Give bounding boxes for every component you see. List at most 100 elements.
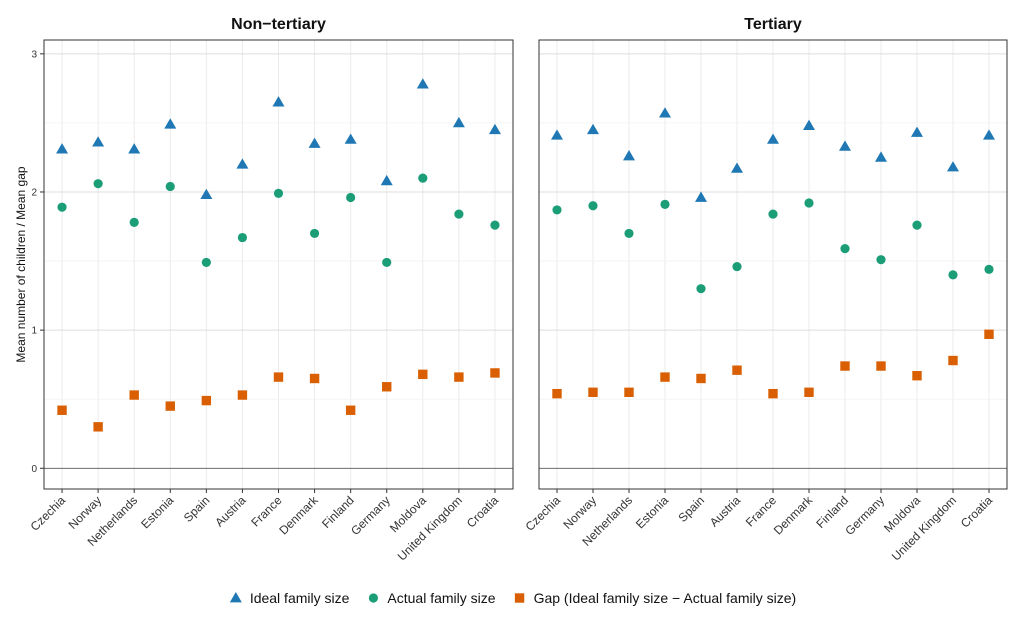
- gap-point: [309, 373, 320, 384]
- y-tick-label: 1: [31, 326, 37, 337]
- ideal-point: [695, 191, 707, 202]
- gap-point: [984, 329, 994, 339]
- actual-point: [552, 205, 562, 215]
- x-tick-label: Spain: [676, 493, 708, 525]
- x-tick-label: Austria: [212, 493, 249, 530]
- gap-point: [57, 405, 67, 415]
- ideal-point: [731, 162, 743, 173]
- panels-layer: Non−tertiary0123CzechiaNorwayNetherlands…: [28, 16, 1008, 564]
- x-tick-label: Denmark: [771, 493, 816, 538]
- gap-point: [732, 365, 742, 375]
- y-tick-label: 3: [31, 49, 37, 60]
- x-tick-label: Spain: [181, 493, 213, 525]
- actual-point: [309, 228, 320, 239]
- gap-point: [129, 390, 139, 400]
- actual-point: [454, 209, 464, 219]
- legend-triangle-icon: [229, 592, 242, 603]
- ideal-point: [416, 78, 429, 89]
- x-tick-label: Czechia: [523, 493, 564, 534]
- actual-point: [273, 188, 284, 198]
- x-tick-label: Germany: [842, 493, 887, 538]
- x-tick-label: United Kingdom: [395, 493, 465, 563]
- ideal-point: [623, 150, 635, 161]
- ideal-point: [659, 107, 671, 118]
- ideal-point: [488, 123, 501, 135]
- ideal-point: [272, 96, 285, 107]
- legend-item-actual: Actual family size: [368, 590, 496, 606]
- gap-point: [840, 361, 850, 371]
- x-tick-label: Germany: [348, 493, 393, 538]
- gap-point: [660, 372, 670, 382]
- actual-point: [984, 264, 994, 274]
- gap-point: [165, 401, 175, 411]
- legend-item-ideal: Ideal family size: [229, 590, 350, 606]
- actual-point: [912, 220, 922, 230]
- x-tick-label: Estonia: [138, 493, 176, 531]
- gap-point: [93, 422, 103, 432]
- actual-point: [237, 232, 248, 243]
- ideal-point: [128, 143, 141, 154]
- panel-title: Tertiary: [744, 16, 802, 33]
- gap-point: [804, 387, 814, 397]
- gap-point: [382, 382, 392, 392]
- gap-point: [237, 390, 248, 400]
- gap-point: [876, 361, 886, 371]
- legend-circle-icon: [368, 593, 379, 603]
- actual-point: [93, 179, 103, 189]
- ideal-point: [875, 151, 887, 162]
- gap-point: [552, 388, 562, 399]
- actual-point: [201, 257, 211, 268]
- actual-point: [418, 173, 428, 183]
- ideal-point: [200, 188, 213, 200]
- x-tick-label: Croatia: [464, 493, 501, 530]
- ideal-point: [767, 133, 779, 144]
- actual-point: [696, 284, 706, 294]
- ideal-point: [380, 174, 393, 186]
- gap-point: [273, 372, 284, 382]
- ideal-point: [164, 118, 177, 129]
- x-tick-label: Czechia: [28, 493, 69, 534]
- legend-item-gap: Gap (Ideal family size − Actual family s…: [514, 590, 796, 606]
- ideal-point: [308, 137, 321, 148]
- legend-square-icon: [514, 593, 525, 603]
- ideal-point: [587, 123, 599, 135]
- legend: Ideal family size Actual family size Gap (…: [229, 590, 796, 606]
- gap-point: [768, 388, 778, 399]
- x-tick-label: United Kingdom: [889, 493, 959, 563]
- gap-point: [201, 395, 212, 406]
- y-axis-title: Mean number of children / Mean gap: [14, 166, 28, 362]
- gap-point: [345, 405, 356, 415]
- legend-label: Ideal family size: [250, 590, 350, 606]
- actual-point: [876, 255, 886, 265]
- gap-point: [912, 371, 922, 381]
- panel-title: Non−tertiary: [231, 16, 326, 33]
- actual-point: [490, 220, 500, 230]
- actual-point: [382, 257, 392, 268]
- ideal-point: [947, 161, 959, 172]
- actual-point: [804, 198, 814, 208]
- legend-label: Actual family size: [387, 590, 495, 606]
- actual-point: [57, 202, 67, 212]
- actual-point: [129, 217, 139, 227]
- gap-point: [948, 355, 958, 366]
- ideal-point: [236, 158, 249, 169]
- x-tick-label: Denmark: [276, 493, 321, 538]
- actual-point: [948, 270, 958, 280]
- gap-point: [490, 368, 500, 378]
- actual-point: [732, 261, 742, 272]
- ideal-point: [551, 129, 563, 140]
- gap-point: [624, 387, 634, 397]
- gap-point: [588, 387, 598, 397]
- ideal-point: [452, 116, 465, 128]
- ideal-point: [803, 119, 815, 130]
- ideal-point: [839, 140, 851, 151]
- actual-point: [768, 209, 778, 219]
- actual-point: [624, 228, 634, 239]
- ideal-point: [983, 129, 995, 140]
- x-tick-label: Croatia: [958, 493, 995, 530]
- actual-point: [840, 244, 850, 254]
- ideal-point: [56, 143, 69, 154]
